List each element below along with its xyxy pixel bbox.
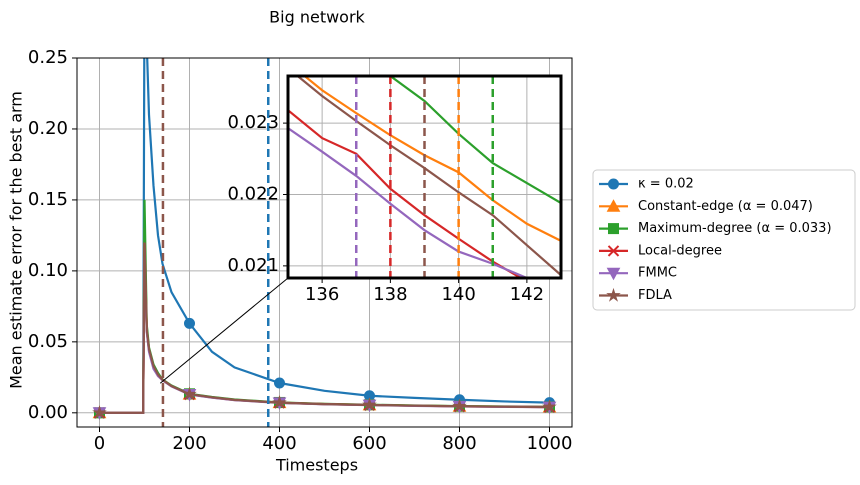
marker	[452, 398, 467, 413]
marker	[182, 386, 197, 401]
marker	[362, 397, 377, 412]
series-line	[388, 76, 561, 204]
marker	[606, 199, 621, 212]
y-tick-label: 0.10	[28, 260, 68, 281]
y-tick-label: 0.021	[227, 255, 279, 276]
series-line	[288, 109, 523, 278]
x-tick-label: 142	[510, 284, 544, 305]
marker	[274, 377, 285, 389]
marker	[272, 395, 287, 409]
chart-title: Big network	[269, 8, 365, 27]
y-tick-label: 0.05	[28, 331, 68, 352]
series-line	[99, 242, 550, 414]
marker	[92, 405, 107, 419]
y-tick-label: 0.25	[28, 47, 68, 68]
x-tick-label: 136	[305, 284, 339, 305]
plot-area	[288, 76, 561, 278]
marker	[607, 245, 620, 257]
legend-label: FMMC	[638, 266, 677, 281]
x-tick-label: 0	[94, 433, 105, 454]
y-tick-label: 0.15	[28, 189, 68, 210]
x-tick-label: 600	[352, 433, 386, 454]
y-tick-label: 0.00	[28, 402, 68, 423]
legend-label: Maximum-degree (α = 0.033)	[638, 221, 832, 236]
y-tick-label: 0.20	[28, 118, 68, 139]
legend-label: FDLA	[638, 288, 672, 303]
marker	[542, 399, 557, 414]
marker	[184, 317, 195, 329]
x-tick-label: 200	[172, 433, 206, 454]
marker	[606, 287, 621, 302]
marker	[606, 267, 621, 281]
plot-area	[92, 58, 557, 427]
axes-frame	[76, 57, 573, 428]
legend	[592, 169, 856, 311]
legend-label: Constant-edge (α = 0.047)	[638, 199, 813, 214]
legend-label: Local-degree	[638, 243, 722, 258]
x-tick-label: 800	[442, 433, 476, 454]
marker	[608, 178, 619, 190]
x-tick-label: 400	[262, 433, 296, 454]
x-tick-label: 1000	[527, 433, 573, 454]
y-tick-label: 0.022	[227, 183, 279, 204]
x-tick-label: 140	[441, 284, 475, 305]
legend-label: κ = 0.02	[638, 177, 694, 192]
marker	[608, 223, 619, 235]
y-tick-label: 0.023	[227, 112, 279, 133]
x-tick-label: 138	[373, 284, 407, 305]
y-axis-label: Mean estimate error for the best arm	[7, 91, 26, 389]
series-line	[288, 127, 530, 278]
x-axis-label: Timesteps	[275, 456, 358, 475]
series-line	[99, 58, 550, 414]
zoom-connector	[159, 277, 289, 384]
axes-frame	[286, 74, 563, 280]
